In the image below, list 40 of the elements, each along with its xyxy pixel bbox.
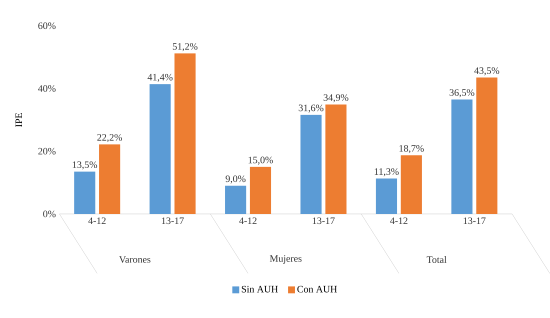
bar — [174, 53, 196, 214]
data-label: 22,2% — [97, 134, 122, 142]
text: Total — [426, 256, 447, 263]
text: Mujeres — [270, 255, 302, 264]
bar — [451, 99, 472, 214]
bar — [250, 166, 272, 214]
bar — [300, 114, 322, 214]
y-axis-title: IPE — [16, 112, 22, 127]
x-tick-label: 13-17 — [312, 217, 335, 224]
data-label: 9,0% — [226, 175, 246, 184]
bar — [150, 84, 171, 214]
data-label: 15,0% — [248, 156, 273, 165]
x-tick-label: 13-17 — [464, 217, 486, 224]
legend-label: Con AUH — [297, 286, 337, 292]
bar — [74, 172, 96, 214]
y-tick-label: 40% — [38, 85, 56, 92]
bar — [476, 78, 498, 214]
data-label: 13,5% — [72, 161, 98, 170]
legend-label: Sin AUH — [242, 286, 278, 292]
y-tick-label: 20% — [38, 148, 56, 155]
y-tick-label: 60% — [38, 22, 56, 30]
x-tick-label: 13-17 — [162, 217, 184, 224]
x-tick-label: 4-12 — [239, 217, 257, 224]
bar — [325, 104, 346, 214]
bar — [400, 155, 422, 214]
data-label: 11,3% — [374, 168, 399, 176]
bar — [376, 178, 398, 214]
data-label: 41,4% — [148, 74, 173, 82]
data-label: 18,7% — [399, 145, 424, 154]
bar — [99, 144, 120, 214]
data-label: 31,6% — [298, 104, 324, 113]
data-label: 43,5% — [474, 67, 500, 76]
data-label: 36,5% — [450, 89, 474, 98]
data-label: 51,2% — [172, 43, 198, 52]
y-tick-label: 0% — [43, 210, 56, 218]
data-label: 34,9% — [324, 94, 348, 102]
bar — [225, 186, 246, 214]
x-tick-label: 4-12 — [390, 217, 408, 224]
text: Varones — [119, 256, 150, 263]
x-tick-label: 4-12 — [88, 217, 106, 224]
